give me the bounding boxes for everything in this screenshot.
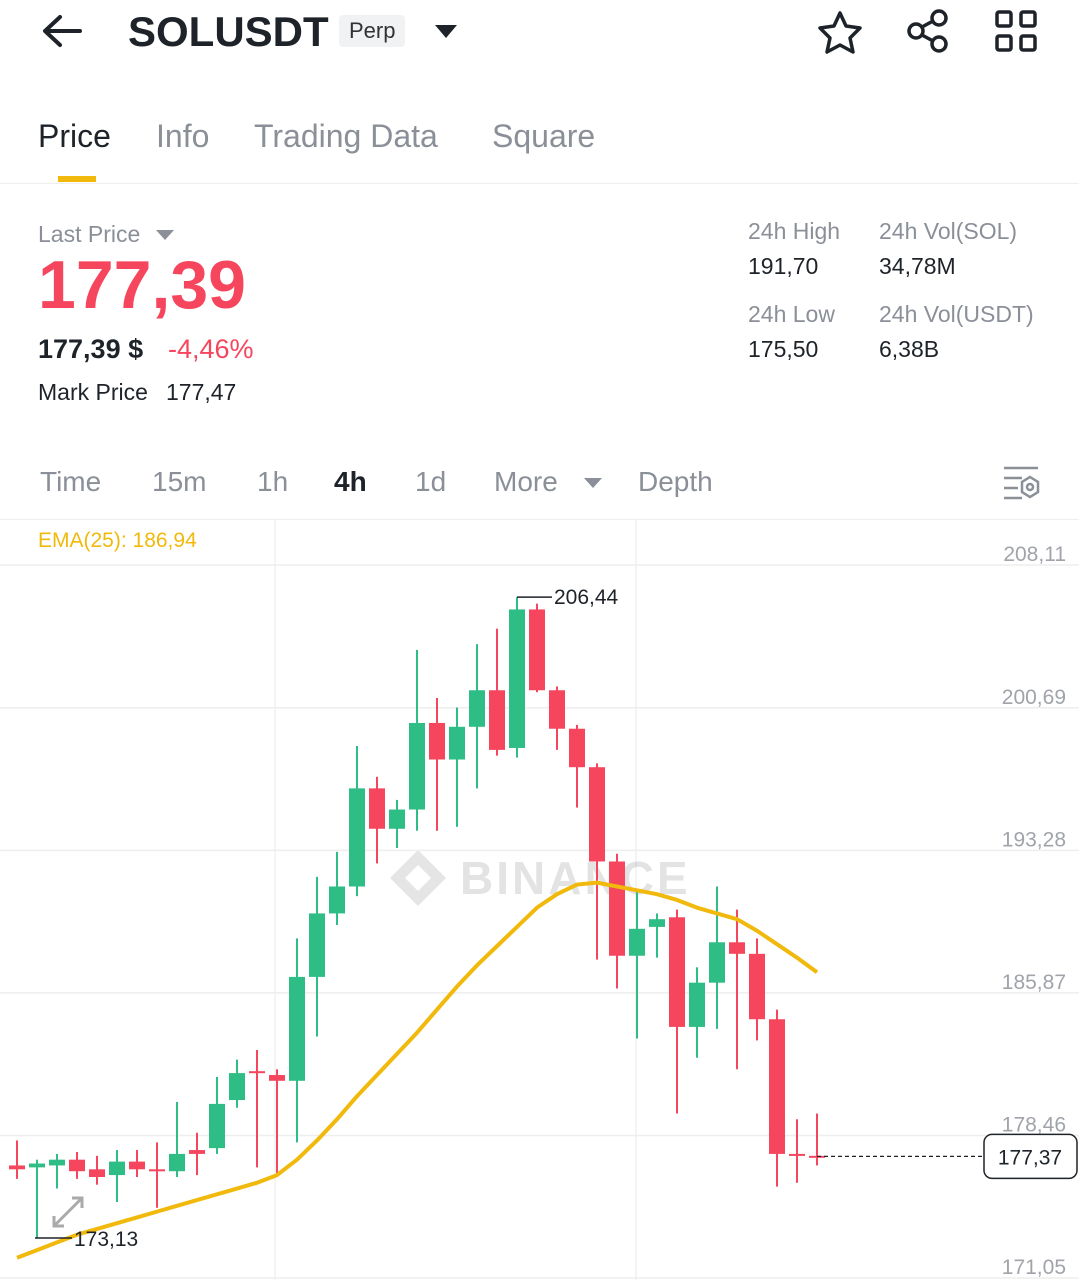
stat-value: 191,70 (748, 253, 819, 279)
candle-body (189, 1150, 205, 1154)
candle-body (449, 726, 465, 760)
candle-body (429, 722, 445, 760)
candle-body (589, 767, 605, 862)
low-label: 173,13 (74, 1228, 138, 1251)
contract-badge: Perp (339, 15, 406, 47)
candle-body (629, 928, 645, 956)
y-tick-label: 171,05 (1002, 1256, 1066, 1279)
candle-body (129, 1161, 145, 1170)
candle-body (509, 609, 525, 748)
symbol: SOLUSDT (128, 8, 329, 55)
y-tick-label: 200,69 (1002, 686, 1066, 709)
stat-label: 24h Vol(USDT) (879, 301, 1034, 327)
timeframe[interactable]: 1d (415, 466, 447, 497)
grid-icon[interactable] (995, 10, 1037, 52)
candle-body (269, 1075, 285, 1081)
watermark: BINANCE (460, 852, 691, 904)
candle-body (389, 809, 405, 829)
candle-body (9, 1165, 25, 1170)
last-price-label[interactable]: Last Price (38, 221, 141, 247)
timeframe[interactable]: 15m (152, 466, 207, 497)
share-icon[interactable] (907, 9, 948, 53)
candle-body (49, 1159, 65, 1166)
candle-body (529, 609, 545, 691)
candle-body (109, 1161, 125, 1176)
candle-body (709, 942, 725, 983)
candle-body (729, 942, 745, 954)
candle-body (409, 722, 425, 810)
stat-value: 34,78M (879, 253, 956, 279)
candle-body (329, 886, 345, 914)
candle-body (669, 917, 685, 1027)
candle-body (249, 1071, 265, 1074)
stat-label: 24h Low (748, 301, 835, 327)
divider (0, 519, 1079, 520)
candle-body (149, 1169, 165, 1172)
price-change: -4,46% (168, 334, 254, 364)
mark-price-label: Mark Price (38, 379, 148, 405)
last-price-tag (983, 1133, 1078, 1180)
candle-body (309, 913, 325, 977)
candle-body (69, 1159, 85, 1172)
candle-body (229, 1073, 245, 1101)
mark-price: 177,47 (166, 379, 237, 405)
more-caret (584, 478, 602, 488)
chart-settings-icon[interactable] (1000, 464, 1042, 504)
timeframe[interactable]: Time (40, 466, 102, 497)
ema-label: EMA(25): 186,94 (38, 529, 197, 552)
candle-body (549, 690, 565, 729)
candle-body (289, 976, 305, 1081)
last-price: 177,39 (38, 247, 246, 323)
stat-label: 24h Vol(SOL) (879, 218, 1018, 244)
candle-body (29, 1163, 45, 1168)
candle-body (749, 953, 765, 1020)
high-label: 206,44 (554, 586, 619, 609)
stat-value: 175,50 (748, 336, 819, 362)
candle-body (209, 1103, 225, 1149)
last-price-tag-label: 177,37 (998, 1146, 1062, 1169)
candle-body (169, 1153, 185, 1172)
usd-price: 177,39 $ (38, 334, 144, 364)
back-icon[interactable] (43, 15, 82, 47)
timeframe[interactable]: More (494, 466, 558, 497)
candle-body (769, 1019, 785, 1154)
tab[interactable]: Square (492, 118, 596, 154)
tab-indicator (58, 176, 96, 182)
candle-body (609, 861, 625, 956)
watermark-logo (390, 850, 446, 906)
top-icons (43, 9, 1037, 54)
y-tick-label: 208,11 (1003, 543, 1066, 566)
candlestick-chart: BINANCE 208,11 200,69 193,28 185,87 178,46 17… (0, 520, 1079, 1280)
candle-body (349, 788, 365, 887)
candle-body (369, 788, 385, 829)
ema-line (16, 880, 819, 1260)
tab[interactable]: Trading Data (254, 118, 438, 154)
candle-body (469, 690, 485, 727)
tab[interactable]: Info (156, 118, 210, 154)
y-tick-label: 185,87 (1002, 971, 1066, 994)
timeframe[interactable]: Depth (638, 466, 713, 497)
star-icon[interactable] (818, 11, 862, 54)
divider (0, 183, 1079, 184)
candle-body (689, 982, 705, 1027)
expand-icon[interactable] (38, 1182, 98, 1242)
y-tick-label: 193,28 (1002, 828, 1066, 851)
candle-body (569, 728, 585, 768)
last-price-caret (156, 230, 174, 240)
y-tick-label: 178,46 (1002, 1113, 1066, 1136)
stat-value: 6,38B (879, 336, 940, 362)
candle-body (649, 919, 665, 927)
timeframe[interactable]: 1h (257, 466, 289, 497)
candle-body (89, 1169, 105, 1177)
tab[interactable]: Price (38, 118, 111, 154)
stat-label: 24h High (748, 218, 841, 244)
timeframe[interactable]: 4h (334, 466, 367, 497)
candle-body (489, 690, 505, 750)
dropdown-icon[interactable] (435, 25, 457, 38)
candle-body (789, 1153, 805, 1156)
